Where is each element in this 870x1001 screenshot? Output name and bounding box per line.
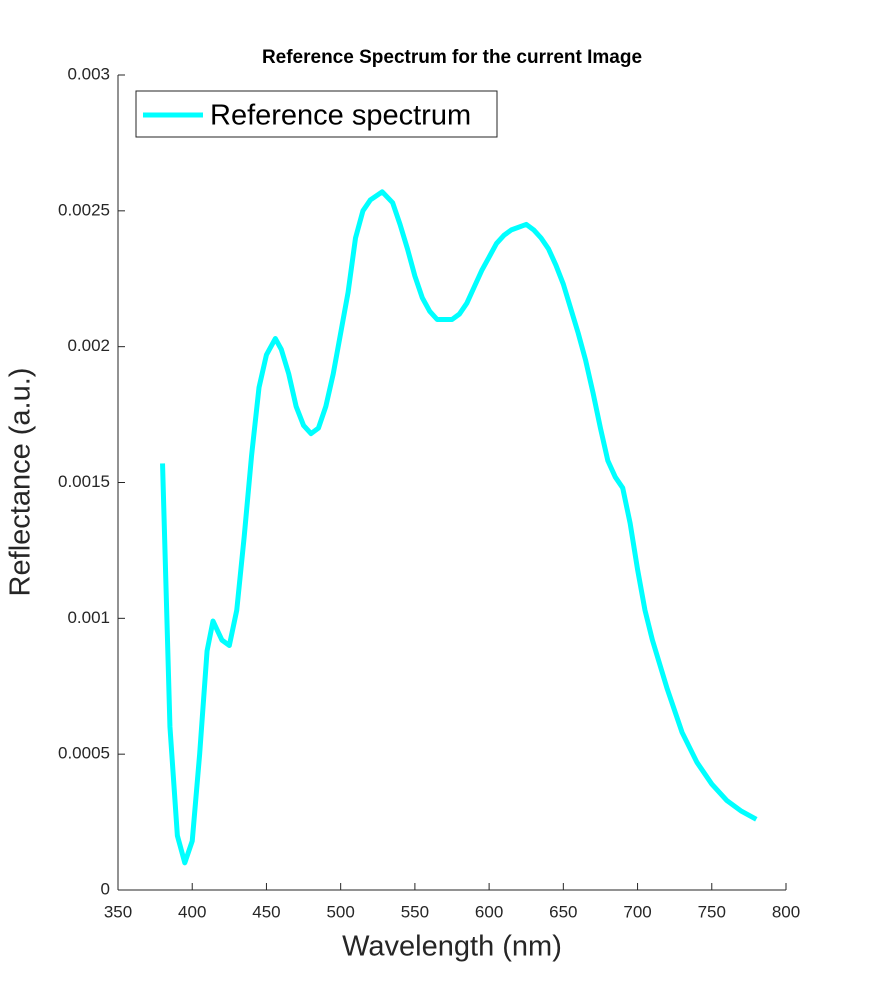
y-tick-label: 0.0005 <box>58 744 110 763</box>
x-tick-label: 750 <box>698 902 726 921</box>
x-axis-label: Wavelength (nm) <box>342 931 562 963</box>
x-tick-label: 450 <box>252 902 280 921</box>
legend-label: Reference spectrum <box>210 100 471 132</box>
x-tick-label: 600 <box>475 902 503 921</box>
y-tick-label: 0.0025 <box>58 200 110 219</box>
y-tick-label: 0.001 <box>67 608 110 627</box>
x-tick-label: 400 <box>178 902 206 921</box>
x-tick-label: 350 <box>104 902 132 921</box>
x-tick-label: 800 <box>772 902 800 921</box>
chart-title: Reference Spectrum for the current Image <box>262 47 642 68</box>
y-tick-label: 0.0015 <box>58 472 110 491</box>
x-tick-label: 500 <box>326 902 354 921</box>
x-tick-label: 650 <box>549 902 577 921</box>
y-tick-label: 0.003 <box>67 64 110 83</box>
x-tick-label: 700 <box>623 902 651 921</box>
x-tick-label: 550 <box>401 902 429 921</box>
data-line <box>160 189 758 866</box>
y-tick-label: 0.002 <box>67 336 110 355</box>
y-axis-label: Reflectance (a.u.) <box>5 368 37 597</box>
y-tick-label: 0 <box>101 879 110 898</box>
